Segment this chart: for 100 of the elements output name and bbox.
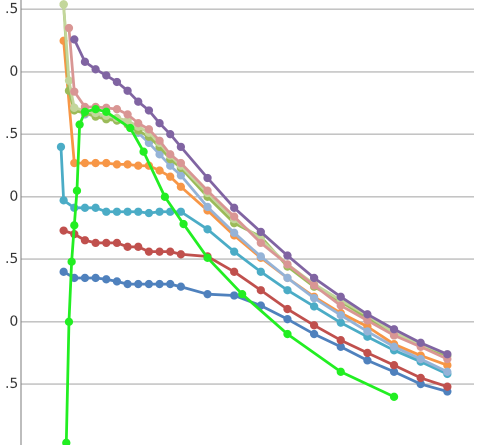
point xyxy=(256,228,265,236)
point xyxy=(203,225,212,234)
point xyxy=(390,361,398,370)
point xyxy=(80,58,90,66)
point xyxy=(416,374,425,382)
point xyxy=(390,342,398,351)
point xyxy=(310,330,318,338)
point xyxy=(102,238,110,248)
point xyxy=(176,182,186,191)
point xyxy=(155,280,164,288)
point xyxy=(230,268,238,276)
point xyxy=(139,148,148,156)
point xyxy=(59,226,68,235)
point xyxy=(166,172,174,181)
point xyxy=(70,35,78,44)
point xyxy=(123,110,132,119)
point xyxy=(176,158,186,168)
point xyxy=(102,275,110,284)
point xyxy=(134,280,142,288)
point xyxy=(126,124,134,132)
point xyxy=(112,277,122,286)
point xyxy=(238,290,246,298)
point xyxy=(390,325,398,334)
point xyxy=(166,247,174,256)
point xyxy=(310,321,318,330)
point xyxy=(443,382,452,391)
point xyxy=(230,228,238,237)
point xyxy=(336,342,345,351)
point xyxy=(176,282,186,291)
point xyxy=(310,274,318,282)
point xyxy=(256,268,265,276)
point xyxy=(390,368,398,376)
point xyxy=(123,242,132,251)
text: .5 xyxy=(6,252,18,264)
text: 0 xyxy=(10,65,18,76)
point xyxy=(123,208,132,216)
point xyxy=(230,204,238,212)
point xyxy=(203,202,212,212)
point xyxy=(134,208,142,216)
point xyxy=(70,87,78,96)
point xyxy=(390,392,398,401)
point xyxy=(80,236,90,244)
point xyxy=(123,160,132,169)
point xyxy=(176,208,186,216)
point xyxy=(59,196,68,205)
point xyxy=(72,186,82,195)
point xyxy=(443,368,452,376)
point xyxy=(230,291,238,300)
point xyxy=(363,348,372,358)
point xyxy=(112,238,122,248)
point xyxy=(144,247,154,256)
point xyxy=(102,71,110,80)
point xyxy=(166,130,174,138)
point xyxy=(112,105,122,114)
point xyxy=(91,65,100,74)
point xyxy=(144,280,154,288)
point xyxy=(203,290,212,298)
point xyxy=(166,162,174,170)
point xyxy=(155,247,164,256)
text: .5 xyxy=(6,2,18,14)
point xyxy=(80,274,90,282)
point xyxy=(91,238,100,248)
point xyxy=(155,119,164,128)
point xyxy=(134,119,142,128)
point xyxy=(56,142,66,152)
point xyxy=(59,268,68,276)
point xyxy=(112,78,122,86)
point xyxy=(102,108,110,116)
text: 0 xyxy=(10,190,18,201)
point xyxy=(166,280,174,288)
text: .5 xyxy=(6,378,18,388)
point xyxy=(176,171,186,180)
point xyxy=(123,86,132,95)
point xyxy=(112,160,122,169)
point xyxy=(283,251,292,260)
point xyxy=(123,280,132,288)
point xyxy=(91,105,100,114)
text: .5 xyxy=(6,128,18,138)
point xyxy=(283,330,292,338)
point xyxy=(155,136,164,145)
point xyxy=(363,356,372,365)
point xyxy=(64,318,74,326)
point xyxy=(64,24,74,32)
point xyxy=(91,204,100,212)
point xyxy=(336,368,345,376)
point xyxy=(310,302,318,311)
point xyxy=(283,315,292,324)
point xyxy=(203,174,212,182)
point xyxy=(230,212,238,221)
point xyxy=(203,186,212,195)
point xyxy=(336,292,345,301)
point xyxy=(91,158,100,168)
point xyxy=(363,327,372,336)
text: 0 xyxy=(10,315,18,326)
point xyxy=(336,318,345,327)
point xyxy=(283,286,292,294)
point xyxy=(176,250,186,258)
point xyxy=(336,301,345,310)
point xyxy=(230,247,238,256)
point xyxy=(144,125,154,134)
